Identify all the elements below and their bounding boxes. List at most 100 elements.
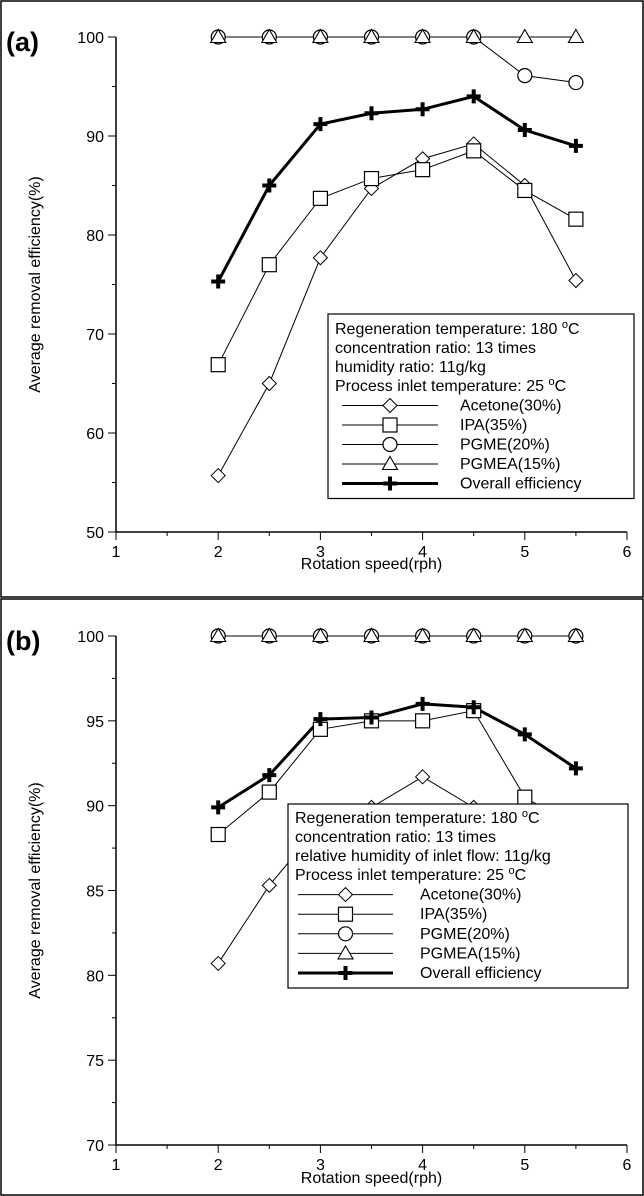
panel-b-frame	[0, 598, 644, 1196]
x-tick-label: 2	[214, 544, 223, 561]
series-line-4	[217, 702, 577, 809]
data-point-diamond	[312, 250, 329, 266]
data-point-cross	[211, 274, 226, 289]
panel-a-frame	[0, 0, 644, 598]
legend-note-text: Process inlet temperature: 25	[295, 867, 508, 884]
data-point-square	[261, 784, 277, 800]
y-tick-label: 90	[86, 129, 104, 146]
legend-note-text: relative humidity of inlet flow: 11g/kg	[295, 848, 551, 865]
y-tick-label: 100	[77, 30, 104, 47]
legend-note-text: Regeneration temperature: 180	[295, 810, 522, 827]
data-point-triangle	[567, 28, 585, 44]
series-line-4	[216, 94, 577, 283]
data-point-triangle	[363, 627, 380, 643]
x-tick-label: 1	[112, 1157, 121, 1174]
data-point-triangle	[260, 627, 278, 643]
y-tick-label: 60	[86, 426, 104, 443]
legend-label: IPA(35%)	[420, 906, 487, 923]
legend-marker-diamond	[337, 886, 354, 903]
data-point-triangle	[465, 627, 483, 643]
legend-note: concentration ratio: 13 times	[295, 829, 496, 846]
y-tick-label: 80	[86, 228, 104, 245]
data-point-square	[517, 789, 533, 805]
legend-note-text: concentration ratio: 13 times	[335, 340, 536, 357]
data-point-diamond	[210, 955, 226, 972]
y-tick-label: 50	[86, 525, 104, 542]
legend-note-text: concentration ratio: 13 times	[295, 829, 496, 846]
legend-note: Process inlet temperature: 25 oC	[335, 376, 566, 395]
legend-label: PGME(20%)	[420, 926, 510, 943]
legend-note-text: humidity ratio: 11g/kg	[335, 359, 486, 376]
legend-marker-triangle	[337, 944, 354, 960]
legend-label: PGME(20%)	[460, 437, 550, 454]
legend-marker-circle	[382, 436, 398, 453]
legend-label: PGMEA(15%)	[460, 456, 560, 473]
y-tick-label: 75	[86, 1053, 104, 1070]
x-tick-label: 6	[623, 1157, 632, 1174]
data-point-cross	[466, 700, 481, 715]
x-axis-label: Rotation speed(rph)	[301, 556, 442, 573]
data-point-square	[210, 826, 226, 843]
data-point-cross	[415, 696, 430, 711]
legend-note: concentration ratio: 13 times	[335, 340, 536, 357]
legend-note-tail: C	[568, 321, 580, 338]
legend-label: Overall efficiency	[460, 476, 582, 493]
series-line-1	[217, 710, 577, 835]
data-point-cross	[568, 761, 583, 776]
y-axis-label: Average removal efficiency(%)	[27, 782, 44, 998]
y-tick-label: 80	[86, 968, 104, 985]
y-tick-label: 95	[86, 714, 104, 731]
data-point-cross	[262, 768, 277, 783]
legend-marker-cross	[383, 476, 397, 491]
y-tick-label: 70	[86, 327, 104, 344]
data-point-triangle	[516, 28, 534, 44]
x-tick-label: 3	[316, 1157, 325, 1174]
data-point-triangle	[567, 627, 585, 643]
legend-marker-triangle	[381, 455, 399, 471]
data-point-square	[568, 211, 584, 227]
legend-marker-cross	[338, 966, 353, 980]
legend-note: Regeneration temperature: 180 oC	[335, 319, 580, 338]
data-point-square	[466, 143, 482, 159]
data-point-square	[415, 162, 431, 178]
legend-marker-square	[337, 906, 354, 922]
data-point-square	[261, 257, 277, 273]
legend-note-sup: o	[562, 319, 568, 331]
legend-note: relative humidity of inlet flow: 11g/kg	[295, 848, 551, 865]
legend-marker-square	[382, 417, 398, 433]
data-point-triangle	[209, 28, 227, 44]
x-tick-label: 4	[418, 1157, 427, 1174]
legend-note-tail: C	[555, 378, 567, 395]
y-axis-label: Average removal efficiency(%)	[27, 176, 44, 392]
data-point-triangle	[516, 627, 534, 643]
x-tick-label: 6	[623, 544, 632, 561]
y-tick-label: 70	[86, 1138, 104, 1155]
legend-marker-diamond	[382, 397, 398, 414]
chart-panel-b: (b) 1 2 3 4 5 6 70 75 80 85 90 95 100 Rotation speed(r…	[6, 626, 632, 1187]
data-point-square	[210, 357, 226, 373]
data-point-cross	[364, 710, 379, 725]
data-point-cross	[415, 102, 430, 117]
data-point-triangle	[260, 28, 278, 44]
data-point-diamond	[210, 467, 226, 484]
data-point-cross	[568, 138, 583, 153]
data-point-cross	[364, 106, 379, 121]
legend-note-sup: o	[508, 865, 514, 877]
data-point-triangle	[414, 627, 432, 643]
data-point-square	[517, 182, 533, 199]
legend-label: IPA(35%)	[460, 417, 527, 434]
legend-box	[327, 313, 635, 500]
data-point-diamond	[568, 272, 584, 289]
data-point-triangle	[311, 627, 329, 643]
legend-note: humidity ratio: 11g/kg	[335, 359, 486, 376]
legend-label: PGMEA(15%)	[420, 945, 520, 962]
legend-note-tail: C	[515, 867, 527, 884]
legend-label: Overall efficiency	[420, 965, 542, 982]
x-tick-label: 3	[316, 544, 325, 561]
legend-note-sup: o	[522, 808, 528, 820]
data-point-diamond	[414, 769, 431, 785]
data-point-cross	[262, 178, 277, 193]
data-point-square	[415, 713, 431, 729]
x-tick-label: 4	[418, 544, 427, 561]
